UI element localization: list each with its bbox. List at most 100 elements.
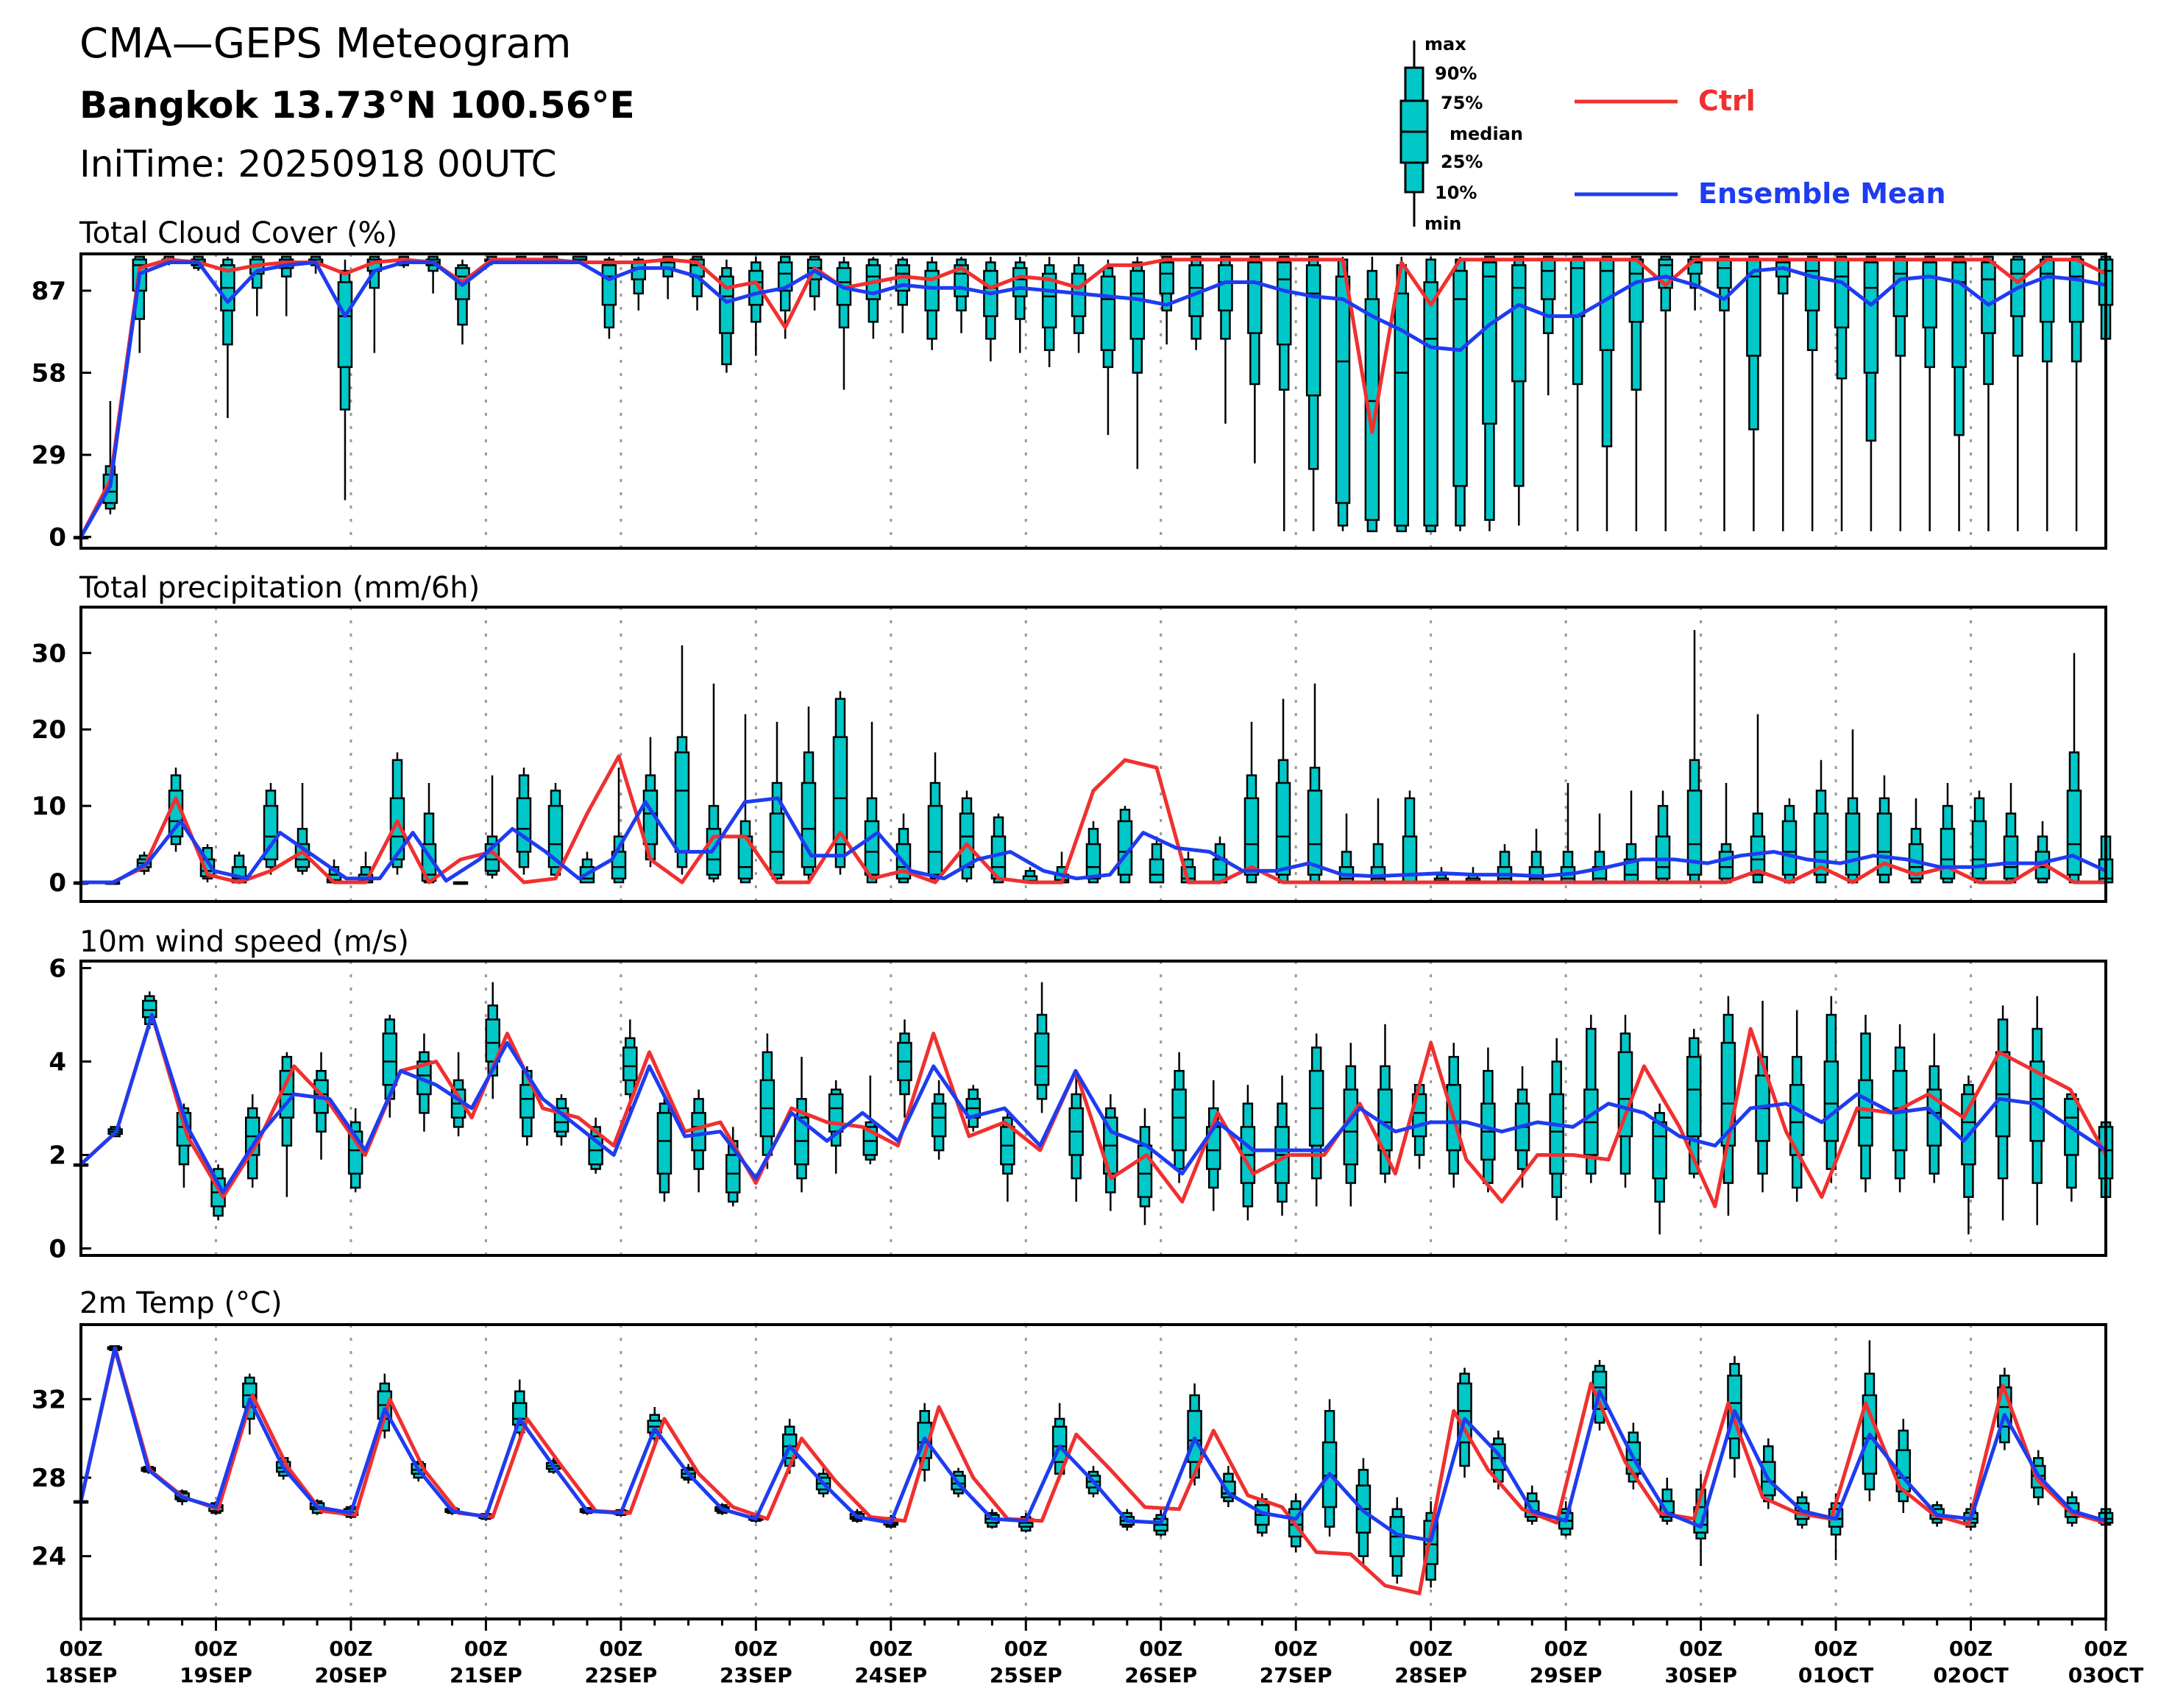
box-25-75 bbox=[1863, 261, 1879, 374]
box-14 bbox=[553, 1094, 569, 1146]
y-tick-label: 6 bbox=[49, 954, 66, 984]
legend-median: median bbox=[1449, 124, 1523, 144]
x-tick-label-date: 01OCT bbox=[1798, 1663, 1873, 1687]
legend: max 90% 75% median 25% 10% min Ctrl Ense… bbox=[1399, 34, 1946, 234]
panel-title-cloud: Total Cloud Cover (%) bbox=[79, 216, 397, 250]
box-17 bbox=[572, 255, 588, 263]
y-tick-label: 2 bbox=[49, 1141, 66, 1170]
box-21 bbox=[794, 1057, 809, 1193]
box-25-75 bbox=[1845, 812, 1861, 876]
box-25-75 bbox=[1149, 858, 1165, 884]
y-tick-label: 10 bbox=[32, 792, 66, 821]
ctrl-series bbox=[81, 754, 2106, 885]
box-25-75 bbox=[516, 797, 532, 853]
y-tick-label: 4 bbox=[49, 1048, 66, 1077]
box-31 bbox=[983, 256, 998, 362]
box-25 bbox=[931, 1080, 947, 1160]
box-32 bbox=[1085, 821, 1101, 884]
x-tick-label-hour: 00Z bbox=[599, 1637, 642, 1661]
x-tick-label-date: 27SEP bbox=[1260, 1663, 1333, 1687]
box-25-75 bbox=[1171, 1088, 1187, 1152]
box-25-75 bbox=[547, 804, 564, 868]
box-27 bbox=[865, 256, 881, 339]
box-25-75 bbox=[927, 804, 943, 876]
box-65 bbox=[1981, 255, 1996, 531]
box-12 bbox=[453, 881, 469, 885]
box-25-75 bbox=[1085, 843, 1101, 880]
box-33 bbox=[1041, 256, 1057, 367]
box-25-75 bbox=[1247, 261, 1263, 334]
box-25-75 bbox=[1922, 261, 1937, 329]
panel-frame bbox=[79, 252, 2107, 550]
box-25-75 bbox=[389, 797, 405, 861]
box-25-75 bbox=[1540, 258, 1556, 300]
box-25-75 bbox=[1307, 790, 1323, 876]
box-25-75 bbox=[1951, 261, 1967, 369]
ctrl-series bbox=[79, 1346, 2107, 1595]
x-tick-label-date: 30SEP bbox=[1664, 1663, 1737, 1687]
box-25-75 bbox=[1394, 292, 1410, 527]
y-tick-label: 0 bbox=[49, 868, 66, 898]
box-25-75 bbox=[1482, 261, 1497, 425]
box-25-75 bbox=[1599, 258, 1615, 352]
box-14 bbox=[516, 768, 532, 875]
legend-mean-label: Ensemble Mean bbox=[1698, 177, 1946, 210]
box-38 bbox=[1275, 698, 1291, 884]
box-25-75 bbox=[1549, 1093, 1564, 1175]
box-25-75 bbox=[1971, 820, 1987, 880]
legend-min: min bbox=[1424, 213, 1461, 234]
x-tick-label-hour: 00Z bbox=[2084, 1637, 2127, 1661]
box-25-75 bbox=[1718, 851, 1734, 880]
box-25-75 bbox=[1041, 272, 1057, 329]
box-25-75 bbox=[2068, 258, 2084, 323]
box-54 bbox=[1895, 1419, 1912, 1513]
box-25-75 bbox=[1276, 261, 1292, 346]
box-25-75 bbox=[1981, 261, 1996, 334]
box-25-75 bbox=[622, 1046, 638, 1082]
box-57 bbox=[2029, 996, 2045, 1225]
box-33 bbox=[1206, 1080, 1221, 1211]
box-37 bbox=[1321, 1399, 1338, 1537]
box-25-75 bbox=[1686, 790, 1703, 876]
box-39 bbox=[1389, 1497, 1405, 1584]
box-37 bbox=[1159, 255, 1174, 345]
box-46 bbox=[1423, 256, 1438, 533]
x-tick-label-hour: 00Z bbox=[464, 1637, 508, 1661]
box-25-75 bbox=[1628, 258, 1644, 323]
box-26 bbox=[965, 1085, 981, 1132]
box-25-75 bbox=[485, 1018, 500, 1063]
box-28 bbox=[895, 256, 911, 333]
panel-cloud: 0 29 58 87 bbox=[32, 252, 2114, 553]
box-50 bbox=[1655, 790, 1671, 884]
box-25-75 bbox=[519, 1084, 535, 1119]
box-25-75 bbox=[832, 736, 848, 846]
box-60 bbox=[1834, 255, 1850, 531]
box-25-75 bbox=[382, 1032, 398, 1086]
box-9 bbox=[337, 259, 353, 500]
panel-frame bbox=[79, 606, 2107, 903]
box-35 bbox=[1274, 1075, 1290, 1216]
box-10 bbox=[389, 752, 405, 875]
box-42 bbox=[1402, 790, 1418, 884]
box-49 bbox=[1755, 1000, 1770, 1193]
box-51 bbox=[1823, 996, 1839, 1183]
box-32 bbox=[1012, 256, 1028, 353]
box-25-75 bbox=[1511, 264, 1527, 383]
y-tick-label: 0 bbox=[49, 1234, 66, 1264]
box-66 bbox=[2010, 255, 2026, 531]
box-25-75 bbox=[1159, 261, 1174, 295]
box-25-75 bbox=[656, 1112, 673, 1175]
box-41 bbox=[1480, 1047, 1496, 1193]
box-25-75 bbox=[1452, 269, 1468, 487]
chart-title: CMA—GEPS Meteogram bbox=[79, 20, 572, 68]
box-55 bbox=[1813, 759, 1829, 884]
box-25-75 bbox=[864, 820, 880, 876]
box-26 bbox=[836, 256, 852, 390]
box-25-75 bbox=[674, 751, 690, 853]
box-25-75 bbox=[1858, 1079, 1873, 1147]
legend-p90: 90% bbox=[1435, 63, 1477, 84]
box-25-75 bbox=[142, 999, 157, 1018]
box-17 bbox=[611, 768, 627, 884]
box-25-75 bbox=[1423, 281, 1438, 527]
box-38 bbox=[1188, 255, 1204, 350]
